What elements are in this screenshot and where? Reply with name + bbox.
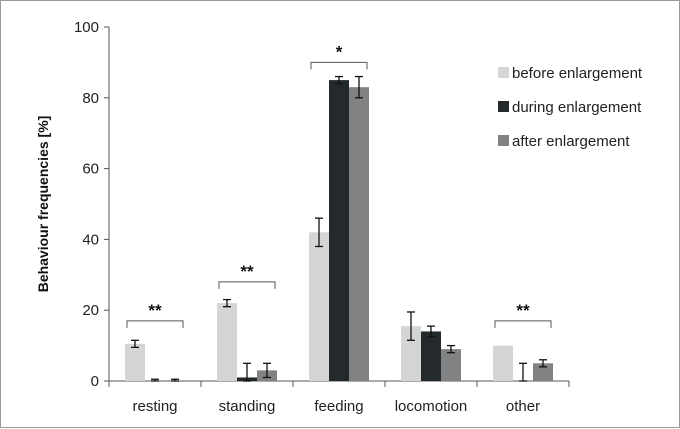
x-category-label: standing xyxy=(219,398,276,415)
bar-standing-before-enlargement xyxy=(217,303,237,381)
y-tick-label: 20 xyxy=(82,302,99,319)
significance-bracket xyxy=(126,320,184,328)
bar-other-before-enlargement xyxy=(493,345,513,381)
significance-bracket xyxy=(494,320,552,328)
x-category-label: locomotion xyxy=(395,398,468,415)
significance-bracket xyxy=(310,61,368,70)
x-category-label: resting xyxy=(132,398,177,415)
y-tick-label: 100 xyxy=(74,19,99,36)
significance-marker: ** xyxy=(240,262,254,281)
significance-marker: ** xyxy=(148,301,162,320)
y-tick-label: 40 xyxy=(82,231,99,248)
significance-marker: ** xyxy=(516,301,530,320)
y-axis-label: Behaviour frequencies [%] xyxy=(35,116,51,293)
significance-marker: * xyxy=(336,42,343,61)
significance-bracket xyxy=(218,281,276,289)
bar-feeding-during-enlargement xyxy=(329,80,349,381)
y-tick-label: 60 xyxy=(82,161,99,178)
legend-label: after enlargement xyxy=(512,133,630,150)
bar-locomotion-before-enlargement xyxy=(401,326,421,381)
x-category-label: other xyxy=(506,398,540,415)
legend-swatch xyxy=(498,67,509,78)
legend-swatch xyxy=(498,101,509,112)
bar-locomotion-during-enlargement xyxy=(421,331,441,381)
bar-locomotion-after-enlargement xyxy=(441,349,461,381)
bar-feeding-before-enlargement xyxy=(309,232,329,381)
legend-swatch xyxy=(498,135,509,146)
x-category-label: feeding xyxy=(314,398,363,415)
legend-label: during enlargement xyxy=(512,99,642,116)
y-tick-label: 0 xyxy=(91,373,99,390)
legend-label: before enlargement xyxy=(512,65,643,82)
bar-feeding-after-enlargement xyxy=(349,87,369,382)
y-tick-label: 80 xyxy=(82,90,99,107)
bar-resting-before-enlargement xyxy=(125,343,145,381)
bar-other-after-enlargement xyxy=(533,363,553,381)
